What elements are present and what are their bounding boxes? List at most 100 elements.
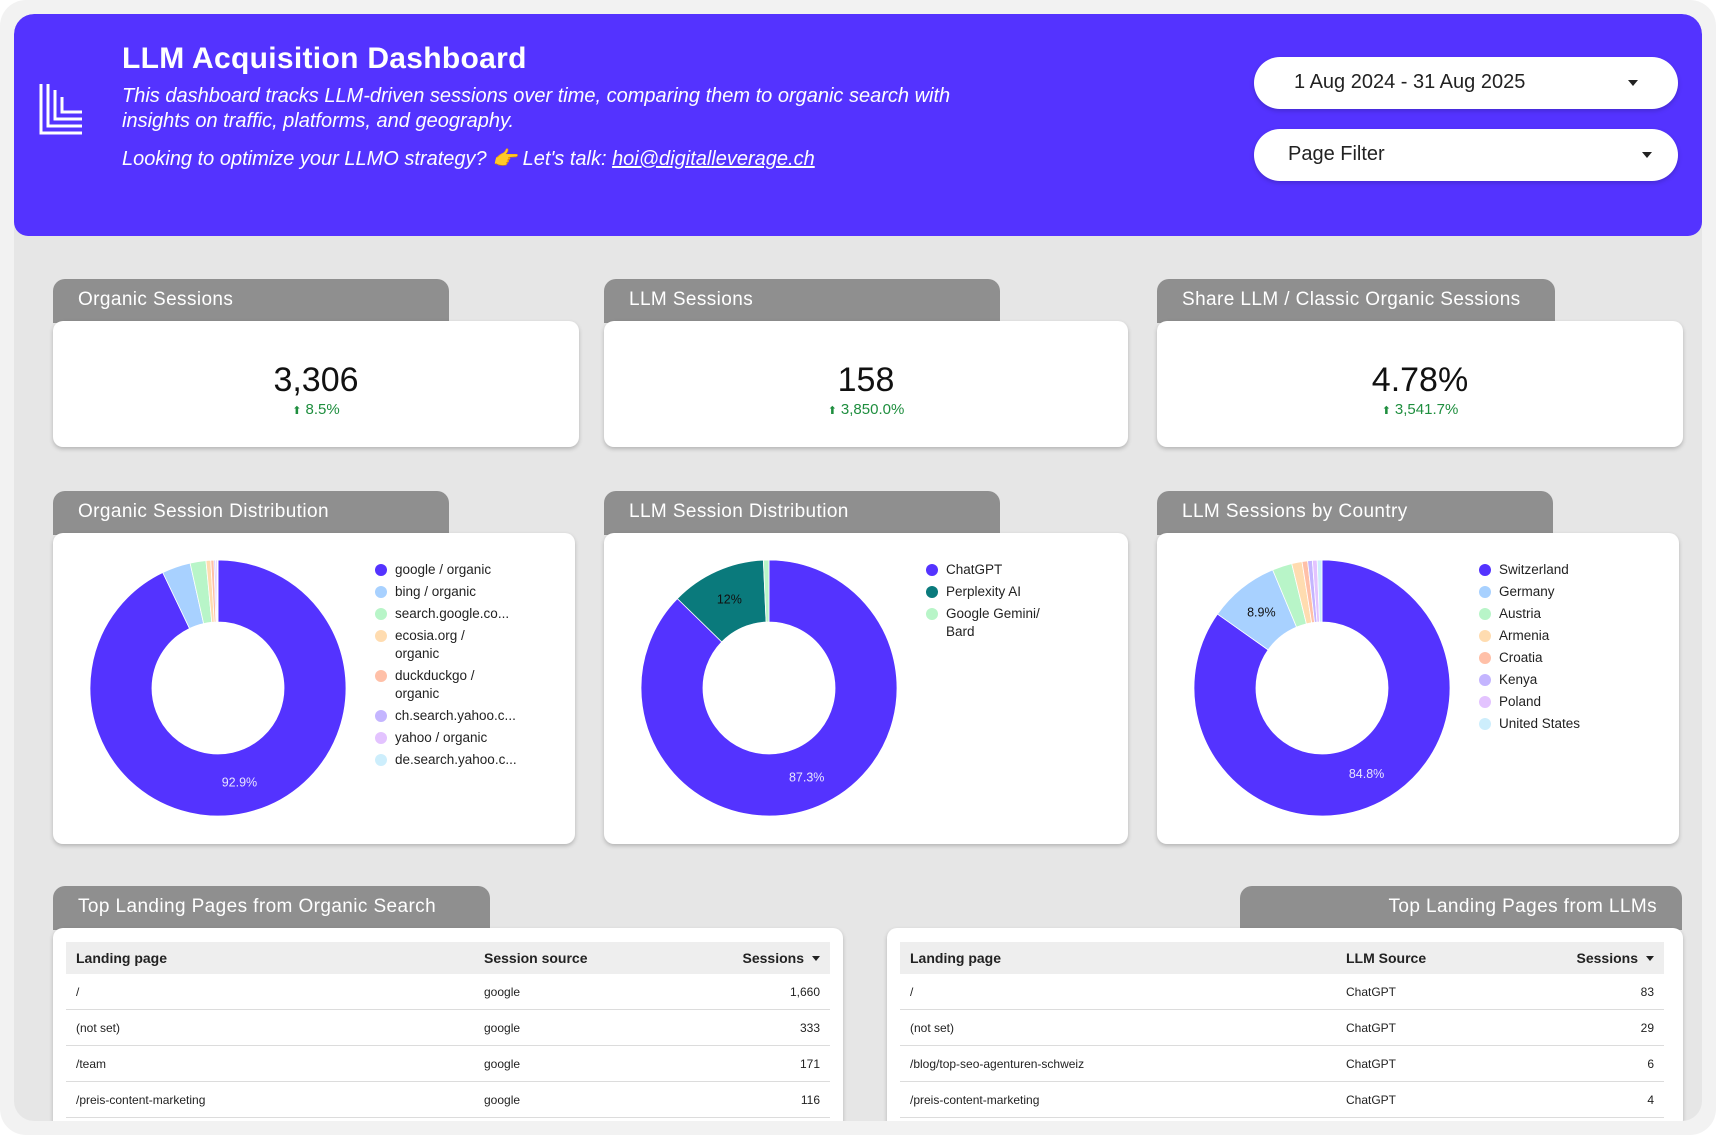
legend-item[interactable]: Google Gemini/Bard (926, 605, 1086, 641)
arrow-up-icon: ⬆ (292, 405, 302, 417)
legend-label: Kenya (1499, 672, 1538, 687)
legend-swatch (1479, 564, 1491, 576)
legend-item[interactable]: Armenia (1479, 627, 1639, 645)
legend-swatch (375, 670, 387, 682)
table-row[interactable]: /team google 171 (66, 1045, 830, 1082)
organic-donut-chart[interactable]: 92.9% (89, 559, 347, 817)
legend-swatch (1479, 630, 1491, 642)
legend-item[interactable]: Croatia (1479, 649, 1639, 667)
table-row[interactable]: /preis-content-marketing ChatGPT 4 (900, 1081, 1664, 1118)
kpi-llm-tab: LLM Sessions (604, 279, 1000, 323)
column-header[interactable]: Sessions (1536, 942, 1664, 974)
country-donut-chart[interactable]: 84.8% 8.9% (1193, 559, 1451, 817)
table-cell: /blog/top-seo-agenturen-schweiz (900, 1045, 1336, 1082)
kpi-delta-value: 3,850.0% (840, 401, 905, 418)
legend-item[interactable]: de.search.yahoo.c... (375, 751, 535, 769)
legend-item[interactable]: ecosia.org / organic (375, 627, 535, 663)
data-label: 12% (717, 592, 742, 606)
llm-country-card: 84.8% 8.9% Switzerland Germany Austria Armen… (1157, 533, 1679, 844)
llm-distribution-card: 87.3% 12% ChatGPT Perplexity AI Google Gemi… (604, 533, 1128, 844)
table-cell: ChatGPT (1336, 1009, 1536, 1046)
organic-table-card: Landing page Session source Sessions / goog… (53, 928, 843, 1121)
column-header[interactable]: Session source (474, 942, 684, 974)
cta-text: Looking to optimize your LLMO strategy? … (122, 148, 613, 170)
legend-label: Switzerland (1499, 562, 1569, 577)
legend-label: Perplexity AI (946, 584, 1022, 599)
kpi-share-card: 4.78% ⬆ 3,541.7% (1157, 321, 1683, 447)
pie-slice-united-states[interactable] (1316, 559, 1323, 623)
page-filter-label: Page Filter (1288, 143, 1385, 165)
legend-label: de.search.yahoo.c... (395, 752, 517, 767)
arrow-up-icon: ⬆ (827, 405, 837, 417)
legend-item[interactable]: Austria (1479, 605, 1639, 623)
table-cell: (not set) (66, 1009, 474, 1046)
data-label: 84.8% (1349, 767, 1384, 781)
legend-swatch (375, 630, 387, 642)
llm-landing-table: Landing page LLM Source Sessions / ChatGPT 8… (900, 942, 1664, 1118)
data-label: 92.9% (222, 776, 257, 790)
legend-item[interactable]: duckduckgo / organic (375, 667, 535, 703)
table-cell: google (474, 1045, 684, 1082)
legend-item[interactable]: ch.search.yahoo.c... (375, 707, 535, 725)
table-cell: ChatGPT (1336, 974, 1536, 1010)
kpi-delta: ⬆ 8.5% (53, 401, 579, 418)
organic-distribution-card: 92.9% google / organic bing / organic sear… (53, 533, 575, 844)
organic-table-tab: Top Landing Pages from Organic Search (53, 886, 490, 930)
table-cell: ChatGPT (1336, 1081, 1536, 1118)
legend-label: ch.search.yahoo.c... (395, 708, 516, 723)
legend-item[interactable]: search.google.co... (375, 605, 535, 623)
table-row[interactable]: /preis-content-marketing google 116 (66, 1081, 830, 1118)
dashboard-header: LLM Acquisition Dashboard This dashboard… (14, 14, 1702, 236)
pie-slice-google-organic[interactable] (89, 559, 347, 817)
table-cell: / (900, 974, 1336, 1010)
page-filter-dropdown[interactable]: Page Filter (1254, 129, 1678, 181)
legend-item[interactable]: Perplexity AI (926, 583, 1086, 601)
contact-email-link[interactable]: hoi@digitalleverage.ch (612, 148, 815, 170)
pie-slice-switzerland[interactable] (1193, 559, 1451, 817)
legend-label: Germany (1499, 584, 1555, 599)
column-header[interactable]: Sessions (684, 942, 830, 974)
table-header-row: Landing page Session source Sessions (66, 942, 830, 974)
column-header[interactable]: Landing page (900, 942, 1336, 974)
legend-swatch (926, 608, 938, 620)
llm-donut-chart[interactable]: 87.3% 12% (640, 559, 898, 817)
table-row[interactable]: (not set) ChatGPT 29 (900, 1009, 1664, 1046)
legend-item[interactable]: Kenya (1479, 671, 1639, 689)
brand-logo-icon (39, 84, 82, 135)
pie-slice-chatgpt[interactable] (640, 559, 898, 817)
legend-item[interactable]: Germany (1479, 583, 1639, 601)
kpi-delta: ⬆ 3,541.7% (1157, 401, 1683, 418)
sort-desc-icon[interactable] (812, 956, 820, 961)
table-cell: ChatGPT (1336, 1045, 1536, 1082)
table-row[interactable]: / google 1,660 (66, 974, 830, 1010)
legend-item[interactable]: Switzerland (1479, 561, 1639, 579)
legend-item[interactable]: yahoo / organic (375, 729, 535, 747)
kpi-organic-tab: Organic Sessions (53, 279, 449, 323)
legend-label: bing / organic (395, 584, 477, 599)
legend-swatch (375, 754, 387, 766)
legend-swatch (375, 732, 387, 744)
column-header[interactable]: LLM Source (1336, 942, 1536, 974)
table-row[interactable]: / ChatGPT 83 (900, 974, 1664, 1010)
pie-slice-de-search-yahoo-c[interactable] (216, 559, 219, 623)
legend-label: Croatia (1499, 650, 1543, 665)
sort-desc-icon[interactable] (1646, 956, 1654, 961)
table-cell: (not set) (900, 1009, 1336, 1046)
table-row[interactable]: (not set) google 333 (66, 1009, 830, 1046)
pie-slice-google-gemini-bard[interactable] (762, 559, 770, 623)
legend-item[interactable]: google / organic (375, 561, 535, 579)
table-row[interactable]: /blog/top-seo-agenturen-schweiz ChatGPT 6 (900, 1045, 1664, 1082)
date-range-picker[interactable]: 1 Aug 2024 - 31 Aug 2025 (1254, 57, 1678, 109)
legend-item[interactable]: ChatGPT (926, 561, 1086, 579)
table-cell: google (474, 1009, 684, 1046)
legend-swatch (1479, 652, 1491, 664)
legend-item[interactable]: bing / organic (375, 583, 535, 601)
legend-label: ecosia.org / organic (395, 628, 465, 661)
column-header[interactable]: Landing page (66, 942, 474, 974)
legend-item[interactable]: Poland (1479, 693, 1639, 711)
kpi-delta-value: 3,541.7% (1394, 401, 1459, 418)
legend-label: United States (1499, 716, 1581, 731)
table-cell: 83 (1536, 974, 1664, 1010)
legend-item[interactable]: United States (1479, 715, 1639, 733)
